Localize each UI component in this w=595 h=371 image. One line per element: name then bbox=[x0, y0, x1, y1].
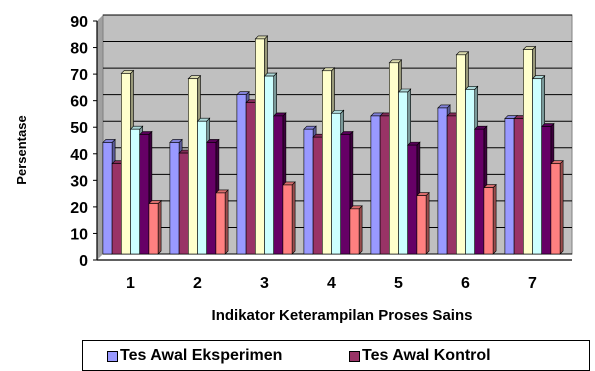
y-tick-label-70: 70 bbox=[70, 67, 88, 84]
y-tick-label-80: 80 bbox=[70, 41, 88, 58]
bar-s6-c1 bbox=[148, 199, 162, 255]
y-tick-label-60: 60 bbox=[70, 94, 88, 111]
x-tick-label-1: 1 bbox=[126, 275, 135, 292]
bar-s6-c3 bbox=[282, 181, 296, 255]
x-tick-labels: 1 2 3 4 5 6 7 bbox=[126, 275, 537, 292]
legend-label-kontrol: Tes Awal Kontrol bbox=[362, 347, 491, 364]
legend-entry-kontrol: Tes Awal Kontrol bbox=[349, 347, 491, 365]
y-tick-label-90: 90 bbox=[70, 14, 88, 31]
x-tick-label-4: 4 bbox=[327, 275, 336, 292]
y-tick-label-30: 30 bbox=[70, 173, 88, 190]
y-tick-label-0: 0 bbox=[79, 253, 88, 270]
legend-swatch-eksperimen bbox=[107, 350, 118, 362]
x-tick-label-3: 3 bbox=[260, 275, 269, 292]
bar-s6-c2 bbox=[215, 189, 229, 255]
x-tick-label-5: 5 bbox=[394, 275, 403, 292]
x-tick-label-2: 2 bbox=[193, 275, 202, 292]
legend: Tes Awal Eksperimen Tes Awal Kontrol bbox=[82, 340, 590, 371]
legend-entry-eksperimen: Tes Awal Eksperimen bbox=[107, 347, 282, 365]
y-tick-label-10: 10 bbox=[70, 226, 88, 243]
x-tick-label-6: 6 bbox=[461, 275, 470, 292]
bar-s6-c4 bbox=[349, 205, 363, 255]
legend-swatch-kontrol bbox=[349, 350, 360, 362]
x-axis-title: Indikator Keterampilan Proses Sains bbox=[212, 307, 473, 324]
legend-label-eksperimen: Tes Awal Eksperimen bbox=[120, 347, 283, 364]
chart: 0 10 20 30 40 50 60 70 80 90 1 2 3 4 5 6 7 Persentase I… bbox=[14, 14, 573, 324]
y-tick-labels: 0 10 20 30 40 50 60 70 80 90 bbox=[70, 14, 88, 270]
y-tick-label-50: 50 bbox=[70, 120, 88, 137]
bars bbox=[102, 35, 564, 255]
y-tick-label-40: 40 bbox=[70, 147, 88, 164]
y-tick-label-20: 20 bbox=[70, 200, 88, 217]
y-axis-title: Persentase bbox=[14, 115, 29, 184]
bar-s6-c6 bbox=[483, 183, 497, 255]
bar-s6-c5 bbox=[416, 191, 430, 255]
x-tick-label-7: 7 bbox=[528, 275, 537, 292]
bar-s6-c7 bbox=[550, 159, 564, 255]
plot-top-wall bbox=[97, 15, 103, 260]
